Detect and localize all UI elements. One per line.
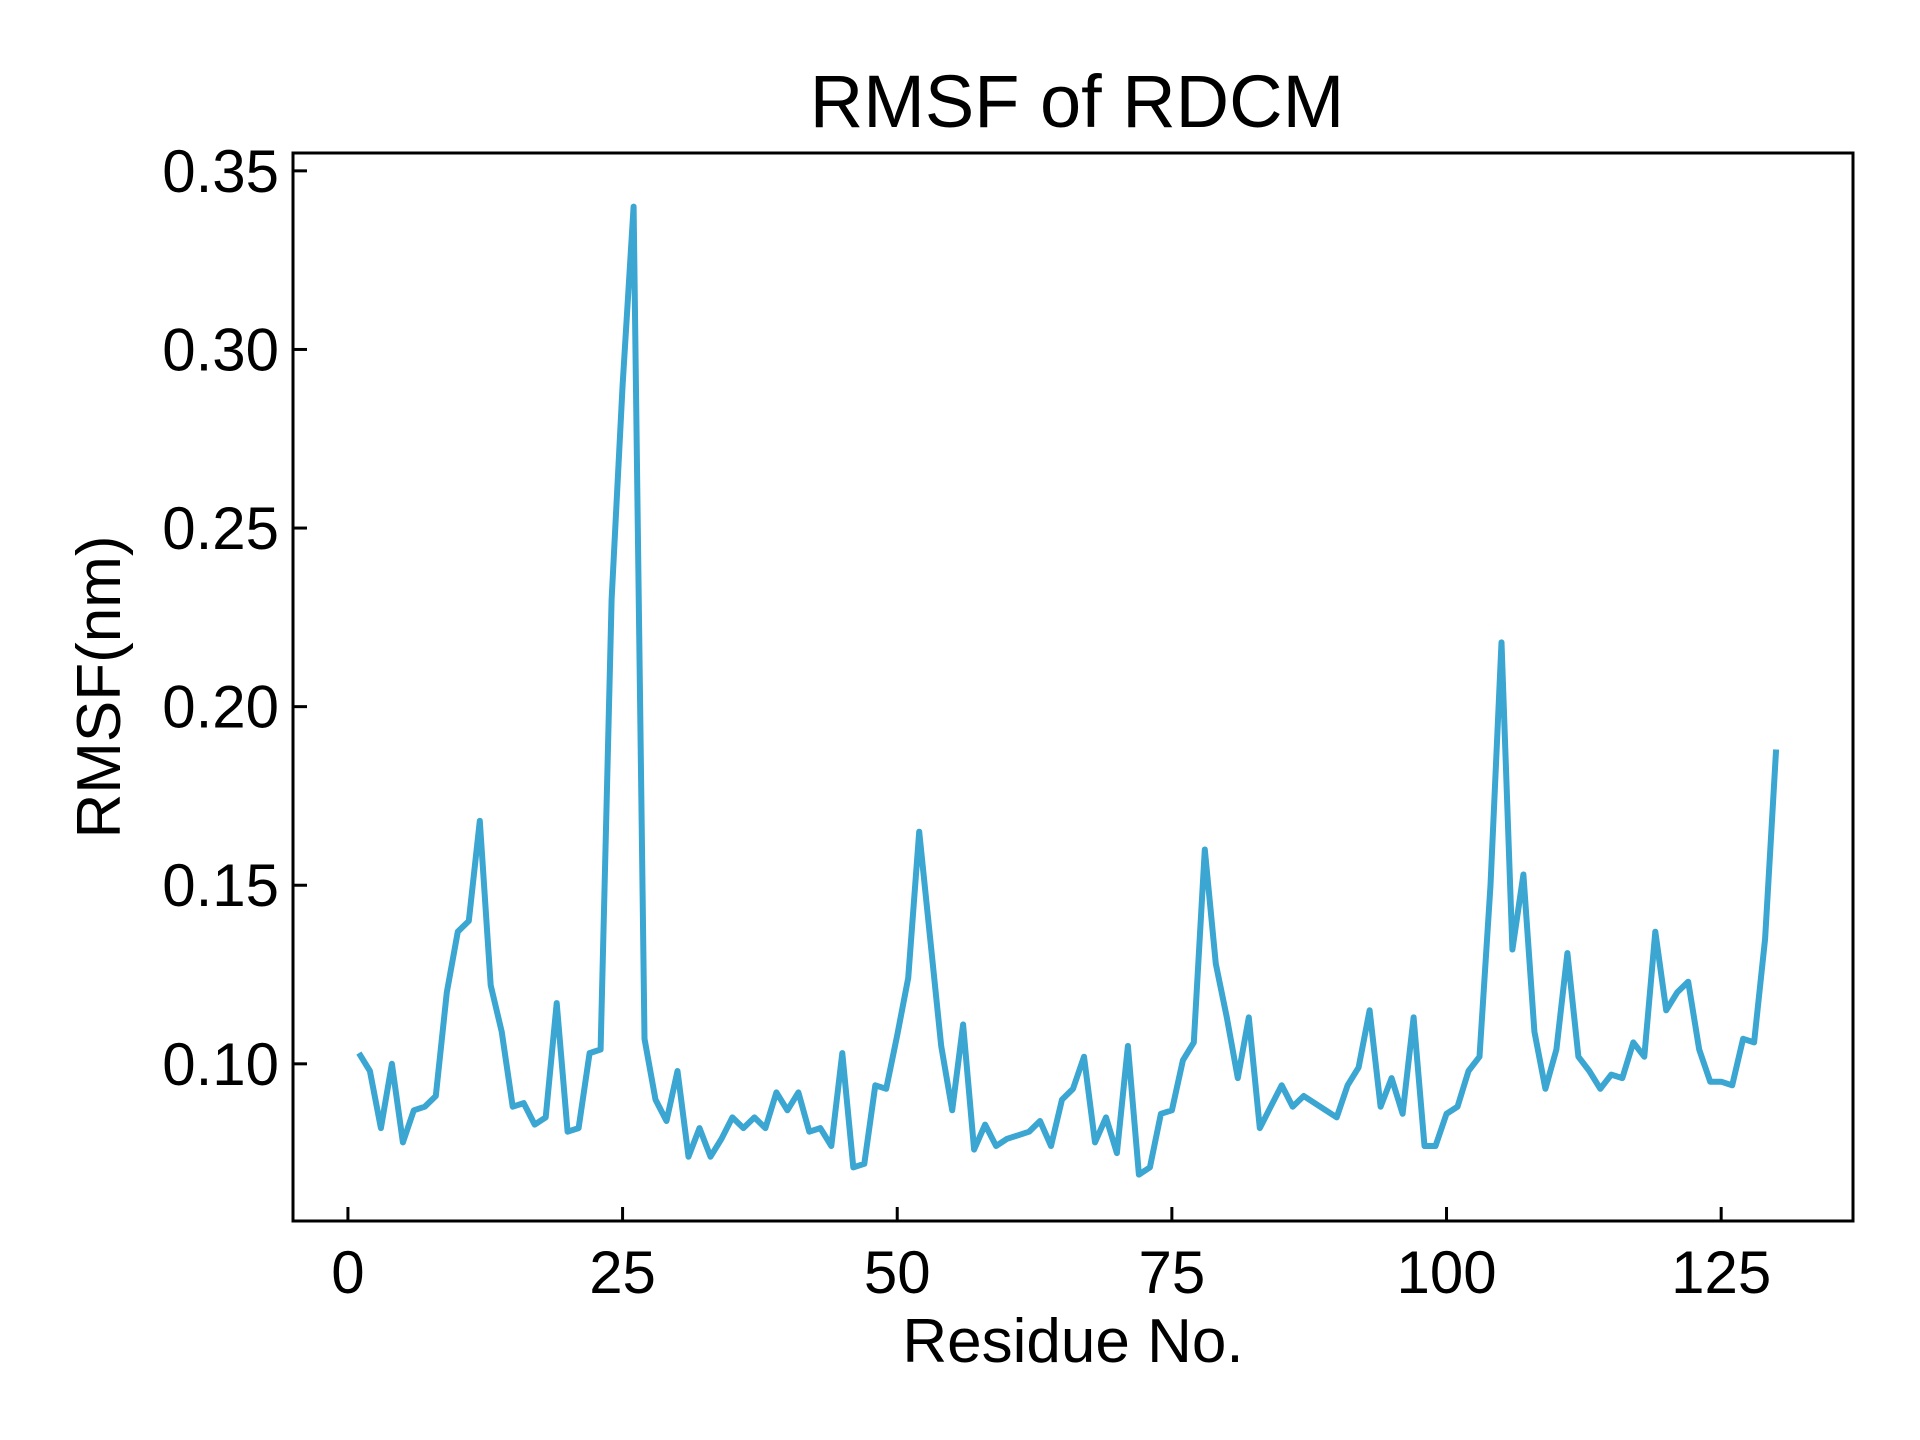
y-axis-label: RMSF(nm): [65, 535, 134, 838]
y-tick-label: 0.15: [162, 852, 279, 919]
x-tick-label: 75: [1138, 1239, 1205, 1306]
x-tick-label: 0: [331, 1239, 364, 1306]
x-tick-label: 125: [1671, 1239, 1771, 1306]
plot-frame: [291, 151, 1855, 1223]
x-tick-label: 100: [1396, 1239, 1496, 1306]
rmsf-series-line: [356, 203, 1780, 1178]
y-tick-label: 0.20: [162, 674, 279, 741]
chart-title: RMSF of RDCM: [810, 60, 1344, 143]
x-tick-label: 25: [589, 1239, 656, 1306]
series-layer: [356, 203, 1780, 1178]
plot-area: [291, 151, 1855, 1223]
y-tick-label: 0.10: [162, 1031, 279, 1098]
y-axis: 0.10 0.15 0.20 0.25 0.30 0.35: [162, 138, 307, 1098]
x-tick-label: 50: [864, 1239, 931, 1306]
x-axis: 0 25 50 75 100 125: [331, 1207, 1771, 1306]
y-tick-label: 0.35: [162, 138, 279, 205]
y-tick-label: 0.30: [162, 316, 279, 383]
x-axis-label: Residue No.: [902, 1307, 1243, 1376]
y-tick-label: 0.25: [162, 495, 279, 562]
